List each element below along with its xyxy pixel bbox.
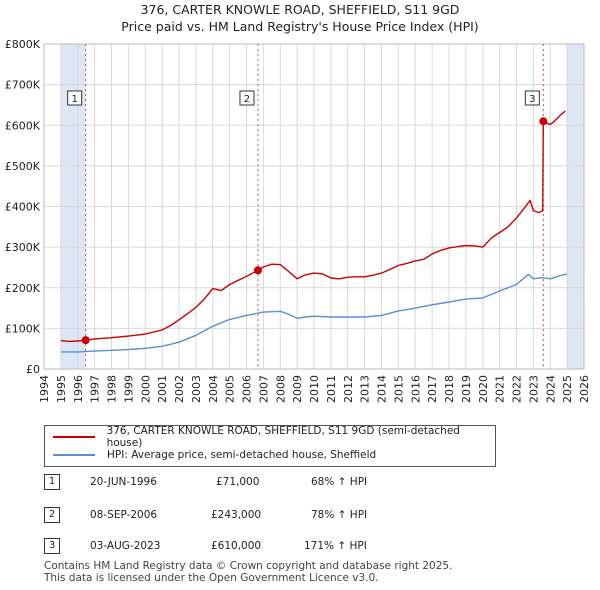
transaction-number: 2 <box>44 507 60 523</box>
x-tick-label: 2020 <box>477 375 490 403</box>
marker-badge-label: 1 <box>71 94 77 105</box>
x-tick-label: 1996 <box>72 375 85 403</box>
sale-point <box>81 336 90 345</box>
chart-legend: 376, CARTER KNOWLE ROAD, SHEFFIELD, S11 … <box>44 425 496 467</box>
x-tick-label: 1995 <box>55 375 68 403</box>
marker-badge-label: 2 <box>244 94 250 105</box>
x-tick-label: 2012 <box>342 375 355 403</box>
x-tick-label: 2023 <box>527 375 540 403</box>
x-tick-label: 2016 <box>409 375 422 403</box>
sale-point <box>253 266 262 275</box>
x-tick-label: 1994 <box>38 375 51 403</box>
transaction-date: 20-JUN-1996 <box>90 476 157 488</box>
footer-line-2: This data is licensed under the Open Gov… <box>44 572 379 584</box>
y-tick-label: £800K <box>5 38 41 51</box>
legend-swatch-hpi <box>53 454 95 456</box>
x-tick-label: 2001 <box>156 375 169 403</box>
y-tick-label: £700K <box>5 79 41 92</box>
transaction-number: 3 <box>44 538 60 554</box>
x-tick-label: 1997 <box>89 375 102 403</box>
x-tick-label: 2015 <box>392 375 405 403</box>
x-tick-label: 2014 <box>376 375 389 403</box>
x-tick-label: 1999 <box>122 375 135 403</box>
transaction-hpi: 68% ↑ HPI <box>311 476 368 488</box>
x-tick-label: 2026 <box>578 375 591 403</box>
legend-label-property: 376, CARTER KNOWLE ROAD, SHEFFIELD, S11 … <box>106 425 460 449</box>
x-tick-label: 2022 <box>511 375 524 403</box>
footer-line-1: Contains HM Land Registry data © Crown c… <box>44 560 453 572</box>
footer-attribution: Contains HM Land Registry data © Crown c… <box>44 560 452 584</box>
x-tick-label: 2007 <box>257 375 270 403</box>
marker-badge <box>67 90 83 106</box>
x-tick-label: 2021 <box>494 375 507 403</box>
x-tick-label: 1998 <box>106 375 119 403</box>
x-tick-label: 2025 <box>561 375 574 403</box>
legend-entry-property: 376, CARTER KNOWLE ROAD, SHEFFIELD, S11 … <box>53 425 495 449</box>
x-tick-label: 2005 <box>224 375 237 403</box>
property-price-line <box>60 110 566 343</box>
x-tick-label: 2002 <box>173 375 186 403</box>
transaction-date: 03-AUG-2023 <box>90 540 161 552</box>
transaction-date: 08-SEP-2006 <box>90 509 158 521</box>
x-tick-label: 2006 <box>241 375 254 403</box>
marker-badge-label: 3 <box>529 94 535 105</box>
y-tick-label: £300K <box>5 241 41 254</box>
transaction-hpi: 171% ↑ HPI <box>304 540 367 552</box>
marker-badge <box>239 90 255 106</box>
transaction-number: 1 <box>44 474 60 490</box>
y-tick-label: £100K <box>5 322 41 335</box>
x-tick-label: 2010 <box>308 375 321 403</box>
x-tick-label: 2003 <box>190 375 203 403</box>
x-tick-label: 2004 <box>207 375 220 403</box>
legend-swatch-property <box>53 436 95 438</box>
table-row: 1 20-JUN-1996 £71,000 68% ↑ HPI <box>44 474 404 492</box>
chart-subtitle: Price paid vs. HM Land Registry's House … <box>121 19 479 34</box>
transaction-price: £71,000 <box>216 476 260 488</box>
transaction-price: £243,000 <box>211 509 262 521</box>
y-tick-label: £200K <box>5 282 41 295</box>
sale-point <box>539 117 548 126</box>
y-tick-label: £0 <box>26 363 40 376</box>
x-tick-label: 2000 <box>139 375 152 403</box>
y-tick-label: £600K <box>5 119 41 132</box>
y-tick-label: £500K <box>5 160 41 173</box>
table-row: 2 08-SEP-2006 £243,000 78% ↑ HPI <box>44 507 404 525</box>
x-tick-label: 2024 <box>544 375 557 403</box>
transaction-price: £610,000 <box>211 540 262 552</box>
x-tick-label: 2018 <box>443 375 456 403</box>
y-tick-label: £400K <box>5 201 41 214</box>
chart-title: 376, CARTER KNOWLE ROAD, SHEFFIELD, S11 … <box>140 2 460 17</box>
table-row: 3 03-AUG-2023 £610,000 171% ↑ HPI <box>44 538 404 556</box>
marker-badge <box>524 90 540 106</box>
x-tick-label: 2019 <box>460 375 473 403</box>
x-tick-label: 2013 <box>359 375 372 403</box>
legend-entry-hpi: HPI: Average price, semi-detached house,… <box>53 447 376 463</box>
transaction-hpi: 78% ↑ HPI <box>311 509 368 521</box>
x-tick-label: 2011 <box>325 375 338 403</box>
x-tick-label: 2009 <box>291 375 304 403</box>
x-tick-label: 2017 <box>426 375 439 403</box>
price-chart: £0 £100K £200K £300K £400K £500K £600K £700K £80… <box>5 38 591 403</box>
legend-label-hpi: HPI: Average price, semi-detached house,… <box>107 449 377 461</box>
plot-area <box>43 43 585 370</box>
hpi-line <box>60 273 568 353</box>
x-tick-label: 2008 <box>274 375 287 403</box>
